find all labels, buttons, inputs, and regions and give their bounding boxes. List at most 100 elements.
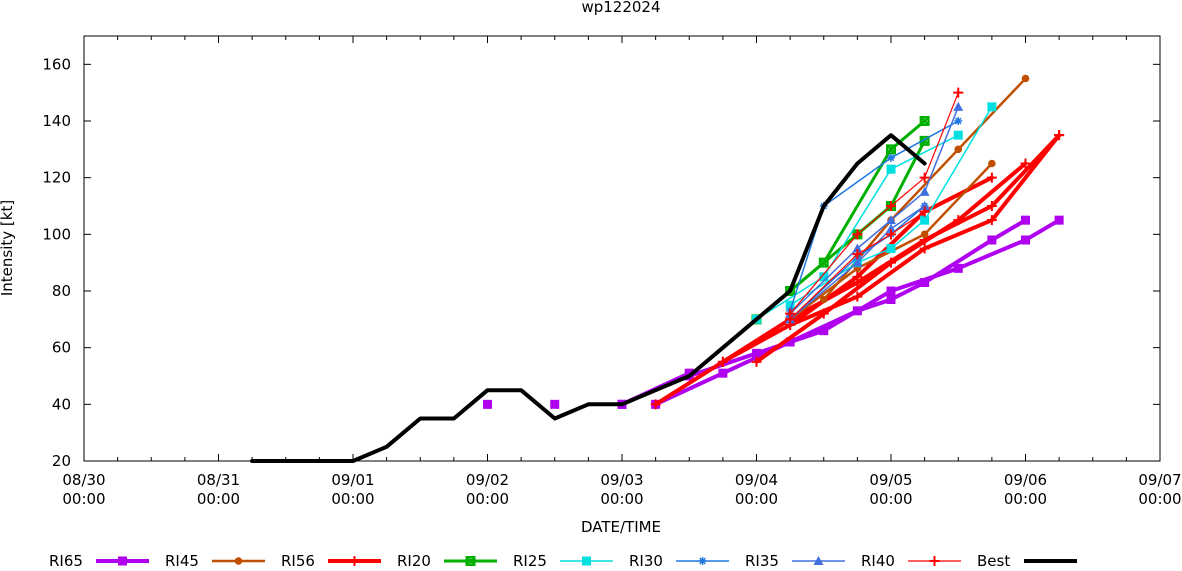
data-point-ri40 (886, 201, 896, 211)
data-point-ri20 (919, 116, 930, 126)
legend-item-ri30: RI30 (629, 552, 729, 570)
x-tick-label-date: 09/06 (1004, 471, 1047, 489)
data-point-ri65 (987, 235, 997, 245)
data-point-ri25 (920, 215, 930, 225)
data-point-ri35 (886, 223, 896, 233)
data-point-ri40 (852, 249, 863, 260)
legend-swatch-marker (349, 556, 360, 566)
y-tick-label: 40 (52, 395, 71, 413)
data-point-ri56 (1020, 158, 1031, 169)
legend-label: RI40 (861, 552, 895, 567)
y-tick-label: 120 (42, 169, 71, 187)
data-point-ri56 (650, 399, 661, 410)
legend-label: RI20 (397, 552, 431, 567)
legend-swatch-marker (813, 556, 824, 565)
x-tick-label-date: 08/31 (197, 471, 240, 489)
data-point-ri65 (1021, 235, 1030, 245)
x-tick-label-time: 00:00 (1138, 490, 1181, 508)
data-point-ri65 (483, 399, 492, 409)
x-tick-label-date: 09/03 (600, 471, 643, 489)
data-point-ri45 (819, 295, 828, 304)
data-point-ri35 (919, 186, 930, 196)
data-point-ri40 (953, 87, 964, 98)
series-best (250, 133, 927, 463)
series-line-ri65 (653, 218, 1028, 407)
data-point-ri45 (988, 159, 996, 168)
series-line-best (250, 133, 927, 463)
data-point-ri25 (819, 272, 829, 282)
data-point-ri65 (953, 263, 963, 273)
data-point-ri65 (1021, 215, 1030, 225)
legend-label: RI45 (165, 552, 199, 567)
x-tick-label-time: 00:00 (869, 490, 912, 508)
legend-swatch-marker (234, 557, 243, 565)
series-ri40 (785, 87, 964, 319)
y-tick-label: 160 (42, 55, 71, 73)
legend-label: RI65 (49, 552, 83, 567)
series-ri56 (751, 158, 1031, 367)
data-point-ri56 (986, 172, 997, 183)
axis-ticks: 2040608010012014016008/3000:0008/3100:00… (42, 36, 1182, 508)
data-point-ri56 (818, 308, 829, 319)
legend-item-ri20: RI20 (397, 552, 497, 570)
series-line-ri56 (720, 133, 1062, 364)
data-point-ri65 (886, 295, 896, 304)
legend-label: Best (977, 552, 1010, 567)
data-point-ri56 (1054, 130, 1065, 141)
x-tick-label-time: 00:00 (735, 490, 778, 508)
legend-swatch-marker (929, 556, 940, 566)
data-point-ri35 (852, 257, 863, 267)
series-line-ri40 (789, 211, 926, 320)
series-ri35 (785, 101, 964, 318)
x-tick-label-date: 09/01 (331, 471, 374, 489)
x-tick-label-date: 09/05 (869, 471, 912, 489)
x-tick-label-date: 08/30 (62, 471, 105, 489)
data-point-ri56 (717, 356, 728, 367)
series-ri65 (651, 215, 1030, 409)
x-axis-label: DATE/TIME (581, 518, 661, 536)
y-tick-label: 80 (52, 282, 71, 300)
y-tick-label: 100 (42, 225, 71, 243)
data-point-ri65 (920, 278, 930, 287)
legend-item-ri25: RI25 (513, 552, 613, 570)
y-tick-label: 140 (42, 112, 71, 130)
x-tick-label-date: 09/07 (1138, 471, 1181, 489)
data-point-ri56 (751, 356, 762, 367)
plot-frame (83, 35, 1161, 462)
data-point-ri56 (953, 215, 964, 226)
legend-item-ri45: RI45 (165, 552, 265, 570)
x-tick-label-date: 09/02 (466, 471, 509, 489)
data-point-ri25 (785, 300, 795, 310)
data-point-ri56 (852, 271, 863, 282)
legend-swatch-marker (118, 556, 127, 566)
data-point-ri56 (919, 243, 930, 254)
data-point-ri65 (550, 399, 560, 409)
series-ri40 (785, 206, 930, 325)
data-point-ri65 (1054, 215, 1064, 225)
series-line-ri40 (789, 92, 959, 315)
series-line-ri30 (789, 120, 960, 312)
data-point-ri65 (752, 348, 761, 358)
data-point-ri40 (919, 206, 930, 217)
legend-swatch-marker (582, 556, 591, 566)
data-point-ri65 (718, 368, 728, 378)
data-point-ri20 (886, 144, 896, 155)
legend-item-best: Best (977, 552, 1077, 570)
data-point-ri56 (852, 291, 863, 302)
legend-item-ri56: RI56 (281, 552, 381, 570)
plot-series (250, 74, 1065, 463)
x-tick-label-time: 00:00 (331, 490, 374, 508)
data-point-ri65 (819, 326, 829, 336)
data-point-ri40 (886, 229, 896, 240)
data-point-ri30 (954, 117, 963, 125)
y-tick-label: 60 (52, 339, 71, 357)
legend-label: RI35 (745, 552, 779, 567)
chart-title: wp122024 (581, 0, 660, 16)
legend-swatch-marker (698, 557, 707, 565)
series-ri65 (550, 399, 560, 409)
legend-label: RI25 (513, 552, 547, 567)
x-tick-label-time: 00:00 (197, 490, 240, 508)
legend-swatch-marker (465, 556, 476, 566)
